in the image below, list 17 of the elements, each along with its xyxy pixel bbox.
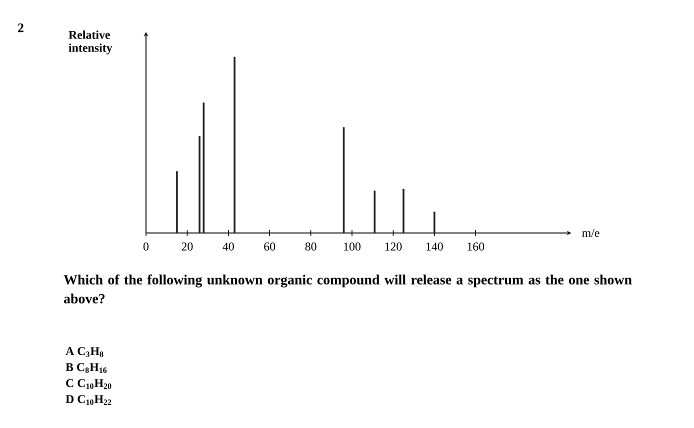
y-axis-title: Relative intensity [68,30,112,54]
text: D C$_{10}$H$_{22}$ [66,395,112,405]
x-tick-label: 160 [468,242,484,251]
text: Which of the following unknown organic compound will release a spectrum as the one shown above? [64,274,632,304]
x-tick-label: 80 [305,242,316,251]
x-tick-label: 40 [222,242,234,251]
text: C C$_{10}$H$_{20}$ [66,379,112,389]
x-tick-label: 60 [264,242,276,251]
text: B C$_{8}$H$_{16}$ [66,363,107,373]
x-tick-label: 120 [385,242,402,251]
x-axis-title: m/e [582,229,600,237]
x-tick-label: 0 [143,242,149,251]
x-tick-label: 100 [344,242,361,251]
text: 2 [18,24,24,32]
x-tick-label: 20 [182,242,193,251]
x-tick-label: 140 [426,242,443,251]
text: A C$_{3}$H$_{8}$ [66,347,104,357]
